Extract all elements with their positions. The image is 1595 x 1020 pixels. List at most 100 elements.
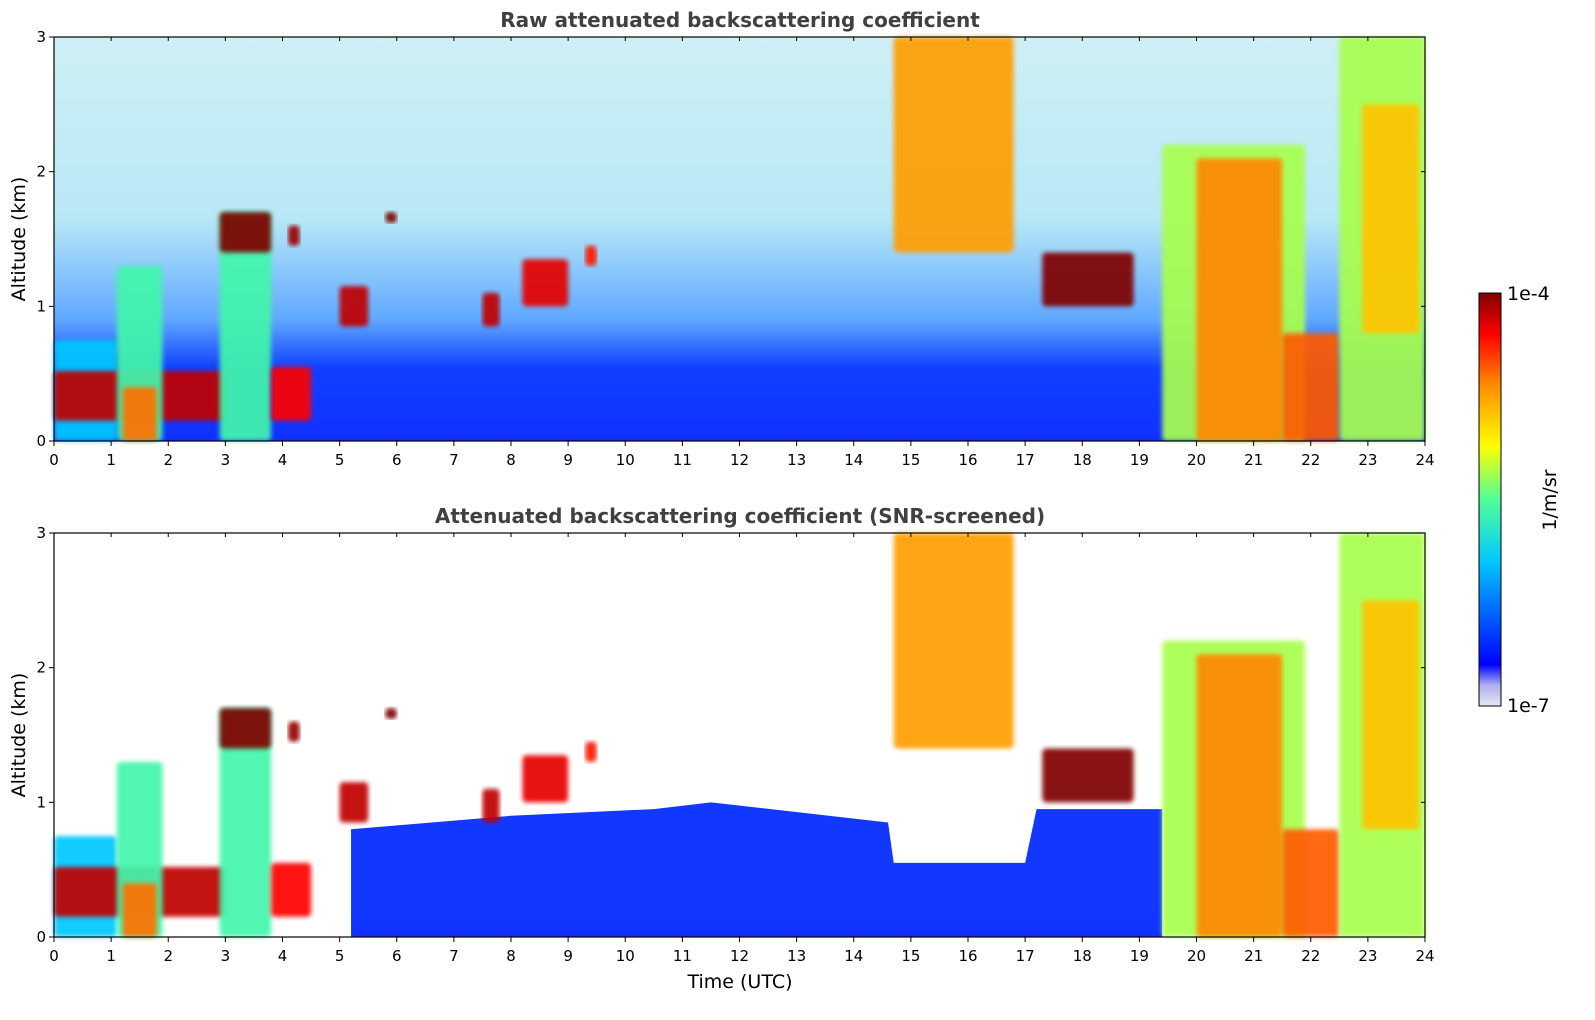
backscatter-feature — [339, 286, 369, 327]
x-tick-label: 23 — [1358, 451, 1377, 469]
x-tick-label: 4 — [278, 451, 288, 469]
x-tick-label: 7 — [449, 451, 459, 469]
y-tick-label: 3 — [36, 28, 46, 46]
x-tick-label: 2 — [163, 947, 173, 965]
backscatter-feature — [122, 387, 157, 441]
x-tick-label: 24 — [1415, 451, 1434, 469]
backscatter-feature — [219, 708, 272, 937]
x-tick-label: 21 — [1244, 947, 1263, 965]
plot-frame — [53, 36, 1426, 442]
colorbar-unit-label: 1/m/sr — [1539, 469, 1561, 530]
panel-title: Raw attenuated backscattering coefficien… — [500, 8, 980, 32]
y-tick-label: 2 — [36, 163, 46, 181]
backscatter-feature — [1196, 654, 1283, 937]
x-tick-label: 1 — [106, 451, 116, 469]
x-tick-label: 5 — [335, 947, 345, 965]
backscatter-feature — [1362, 104, 1420, 334]
plot-frame — [53, 532, 1426, 938]
x-tick-label: 16 — [958, 451, 977, 469]
x-tick-label: 21 — [1244, 451, 1263, 469]
panel-title: Attenuated backscattering coefficient (S… — [435, 504, 1045, 528]
backscatter-feature — [585, 741, 597, 762]
backscatter-feature — [893, 533, 1014, 749]
colorbar-min-label: 1e-7 — [1507, 695, 1550, 717]
x-tick-label: 19 — [1130, 947, 1149, 965]
x-tick-label: 4 — [278, 947, 288, 965]
x-tick-label: 23 — [1358, 947, 1377, 965]
backscatter-feature — [585, 245, 597, 266]
backscatter-feature — [219, 708, 272, 749]
backscatter-feature — [893, 37, 1014, 253]
colorbar-max-label: 1e-4 — [1507, 283, 1550, 305]
y-tick-label: 0 — [36, 432, 46, 450]
x-ticks: 0 1 2 3 4 5 6 7 8 9 10 11 12 13 14 15 16 17 18 19 20 21 22 23 24 — [49, 533, 1435, 965]
plot-area — [54, 533, 1425, 937]
backscatter-feature — [482, 292, 500, 327]
x-tick-label: 18 — [1073, 451, 1092, 469]
panel-screened: Attenuated backscattering coefficient (S… — [8, 504, 1435, 993]
x-tick-label: 10 — [616, 451, 635, 469]
x-tick-label: 12 — [730, 947, 749, 965]
x-tick-label: 3 — [221, 947, 231, 965]
y-ticks: 0 1 2 3 — [36, 28, 1425, 450]
x-tick-label: 15 — [901, 947, 920, 965]
colorbar-gradient — [1478, 292, 1502, 707]
x-tick-label: 0 — [49, 947, 59, 965]
backscatter-feature — [522, 755, 569, 803]
backscatter-feature — [271, 366, 312, 421]
x-tick-label: 1 — [106, 947, 116, 965]
x-tick-label: 16 — [958, 947, 977, 965]
x-tick-label: 22 — [1301, 451, 1320, 469]
x-tick-label: 20 — [1187, 947, 1206, 965]
backscatter-feature — [271, 862, 312, 917]
x-tick-label: 20 — [1187, 451, 1206, 469]
backscatter-feature — [219, 212, 272, 441]
x-tick-label: 10 — [616, 947, 635, 965]
x-tick-label: 9 — [563, 451, 573, 469]
backscatter-feature — [1042, 748, 1134, 803]
x-tick-label: 13 — [787, 947, 806, 965]
backscatter-feature — [385, 212, 397, 223]
backscatter-feature — [385, 708, 397, 719]
backscatter-feature — [1362, 600, 1420, 830]
x-tick-label: 2 — [163, 451, 173, 469]
backscatter-feature — [1042, 252, 1134, 307]
colorbar: 1e-4 1e-7 1/m/sr — [1478, 283, 1561, 717]
x-tick-label: 6 — [392, 947, 402, 965]
backscatter-feature — [1196, 158, 1283, 441]
backscatter-feature — [482, 788, 500, 823]
plot-area — [54, 37, 1425, 441]
x-tick-label: 19 — [1130, 451, 1149, 469]
backscatter-feature — [288, 721, 300, 742]
x-tick-label: 8 — [506, 451, 516, 469]
x-tick-label: 9 — [563, 947, 573, 965]
backscatter-feature — [522, 259, 569, 307]
x-tick-label: 5 — [335, 451, 345, 469]
x-tick-label: 24 — [1415, 947, 1434, 965]
screened-aerosol-layer — [351, 802, 1163, 937]
x-tick-label: 8 — [506, 947, 516, 965]
x-tick-label: 7 — [449, 947, 459, 965]
backscatter-feature — [1282, 829, 1340, 937]
x-tick-label: 13 — [787, 451, 806, 469]
panel-raw: Raw attenuated backscattering coefficien… — [8, 8, 1435, 469]
x-tick-label: 15 — [901, 451, 920, 469]
backscatter-feature — [122, 883, 157, 937]
x-tick-label: 17 — [1016, 947, 1035, 965]
y-tick-label: 1 — [36, 297, 46, 315]
y-axis-label: Altitude (km) — [8, 177, 30, 302]
y-axis-label: Altitude (km) — [8, 673, 30, 798]
x-ticks: 0 1 2 3 4 5 6 7 8 9 10 11 12 13 14 15 16 17 18 19 20 21 22 23 24 — [49, 37, 1435, 469]
x-tick-label: 12 — [730, 451, 749, 469]
x-tick-label: 6 — [392, 451, 402, 469]
backscatter-feature — [219, 212, 272, 253]
x-tick-label: 14 — [844, 451, 863, 469]
x-tick-label: 0 — [49, 451, 59, 469]
y-tick-label: 2 — [36, 659, 46, 677]
y-ticks: 0 1 2 3 — [36, 524, 1425, 946]
y-tick-label: 3 — [36, 524, 46, 542]
x-axis-label: Time (UTC) — [686, 971, 792, 993]
x-tick-label: 17 — [1016, 451, 1035, 469]
x-tick-label: 22 — [1301, 947, 1320, 965]
